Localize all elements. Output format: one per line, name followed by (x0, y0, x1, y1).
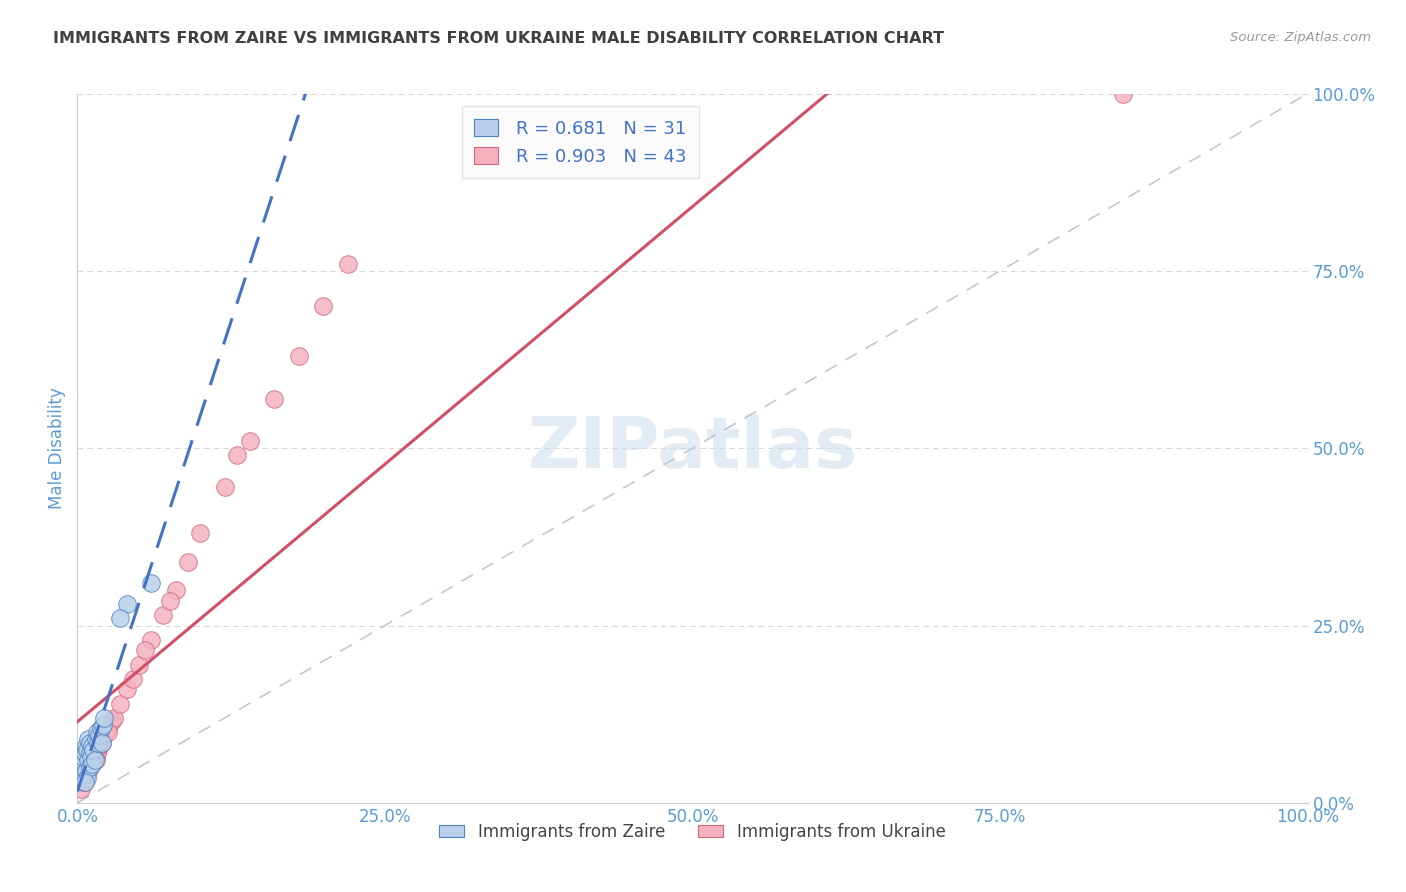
Point (82, 742, 104, 756)
Point (91, 718, 114, 732)
Point (80, 749, 103, 764)
Point (86, 746, 108, 760)
Point (188, 526, 212, 541)
Point (141, 576, 163, 591)
Point (84, 731, 107, 746)
Point (97, 724, 120, 739)
Point (73, 746, 96, 760)
Point (128, 657, 150, 672)
Point (77, 764, 100, 778)
Point (70, 753, 93, 767)
Point (86, 724, 108, 739)
Point (239, 434, 262, 449)
Point (79, 760, 101, 774)
Point (165, 583, 187, 598)
Point (82, 753, 104, 767)
Point (214, 480, 236, 494)
Point (72, 749, 94, 764)
Point (288, 349, 311, 363)
Point (73, 774, 96, 789)
Point (93, 711, 115, 725)
Point (159, 593, 181, 607)
Point (80, 756, 103, 771)
Point (75, 739, 97, 753)
Point (76, 767, 98, 781)
Point (84, 753, 107, 767)
Point (152, 607, 174, 622)
Text: ZIPatlas: ZIPatlas (527, 414, 858, 483)
Point (115, 682, 138, 697)
Point (73, 771, 96, 785)
Point (72, 767, 94, 781)
Y-axis label: Male Disability: Male Disability (48, 387, 66, 509)
Point (73, 774, 96, 789)
Point (1112, 87, 1135, 101)
Legend: Immigrants from Zaire, Immigrants from Ukraine: Immigrants from Zaire, Immigrants from U… (433, 816, 952, 847)
Point (75, 764, 97, 778)
Point (226, 448, 249, 462)
Point (72, 774, 94, 789)
Point (93, 728, 115, 742)
Point (121, 672, 143, 686)
Point (70, 756, 93, 771)
Point (89, 739, 111, 753)
Point (263, 392, 285, 406)
Point (90, 735, 114, 749)
Point (134, 643, 156, 657)
Point (87, 735, 110, 749)
Point (76, 764, 98, 778)
Point (87, 742, 110, 756)
Point (90, 735, 114, 749)
Point (82, 739, 104, 753)
Point (110, 611, 132, 625)
Point (79, 735, 101, 749)
Point (89, 728, 111, 742)
Point (79, 746, 101, 760)
Point (77, 753, 100, 767)
Point (103, 711, 125, 725)
Point (90, 722, 112, 736)
Point (77, 731, 100, 746)
Point (82, 756, 104, 771)
Text: IMMIGRANTS FROM ZAIRE VS IMMIGRANTS FROM UKRAINE MALE DISABILITY CORRELATION CHA: IMMIGRANTS FROM ZAIRE VS IMMIGRANTS FROM… (53, 31, 945, 46)
Point (84, 749, 107, 764)
Point (70, 781, 93, 796)
Point (177, 555, 200, 569)
Point (101, 714, 124, 729)
Point (83, 749, 105, 764)
Point (75, 767, 97, 781)
Point (79, 760, 101, 774)
Point (115, 597, 138, 611)
Point (97, 722, 120, 736)
Point (110, 697, 132, 711)
Point (337, 257, 360, 271)
Point (83, 753, 105, 767)
Point (312, 300, 335, 314)
Point (141, 632, 163, 647)
Text: Source: ZipAtlas.com: Source: ZipAtlas.com (1230, 31, 1371, 45)
Point (82, 756, 104, 771)
Point (76, 742, 98, 756)
Point (76, 771, 98, 785)
